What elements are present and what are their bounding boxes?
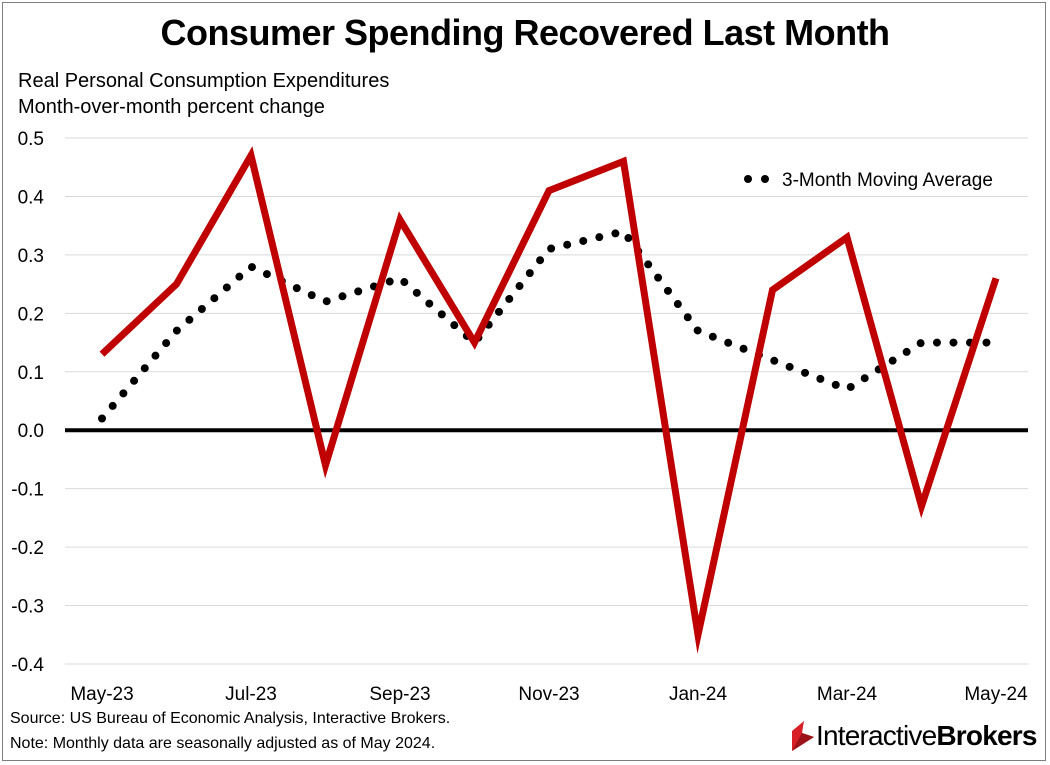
y-tick-label: 0.1 [18, 363, 44, 384]
series-moving-average-line [98, 227, 1000, 423]
x-tick-label: Jul-23 [225, 684, 277, 705]
interactive-brokers-logo: InteractiveBrokers [790, 716, 1037, 756]
logo-text: InteractiveBrokers [816, 720, 1037, 752]
y-tick-label: -0.4 [11, 655, 44, 676]
series-pce-line [99, 146, 1000, 654]
chart-subtitle-line1: Real Personal Consumption Expenditures [18, 70, 390, 92]
chart-title: Consumer Spending Recovered Last Month [160, 12, 890, 53]
y-tick-label: 0.0 [18, 421, 44, 442]
y-tick-label: -0.1 [11, 480, 44, 501]
x-tick-label: Sep-23 [369, 684, 430, 705]
logo-mark-icon [792, 721, 814, 751]
x-tick-label: May-24 [964, 684, 1028, 705]
logo-text-bold: Brokers [936, 720, 1037, 751]
y-tick-label: 0.4 [18, 187, 45, 208]
footer-note: Note: Monthly data are seasonally adjust… [10, 735, 436, 752]
x-tick-label: May-23 [70, 684, 133, 705]
y-tick-label: -0.3 [11, 597, 44, 618]
legend-dot [744, 175, 752, 183]
legend-dot [761, 175, 769, 183]
chart-subtitle-line2: Month-over-month percent change [18, 96, 325, 118]
y-tick-label: 0.5 [18, 129, 44, 150]
logo-text-regular: Interactive [816, 720, 937, 751]
x-tick-label: Mar-24 [817, 684, 878, 705]
y-tick-label: 0.3 [18, 246, 44, 267]
legend-label: 3-Month Moving Average [782, 170, 993, 191]
x-tick-label: Jan-24 [669, 684, 728, 705]
footer-source: Source: US Bureau of Economic Analysis, … [10, 710, 451, 727]
y-tick-label: -0.2 [11, 538, 44, 559]
y-tick-label: 0.2 [18, 304, 44, 325]
x-tick-label: Nov-23 [518, 684, 579, 705]
